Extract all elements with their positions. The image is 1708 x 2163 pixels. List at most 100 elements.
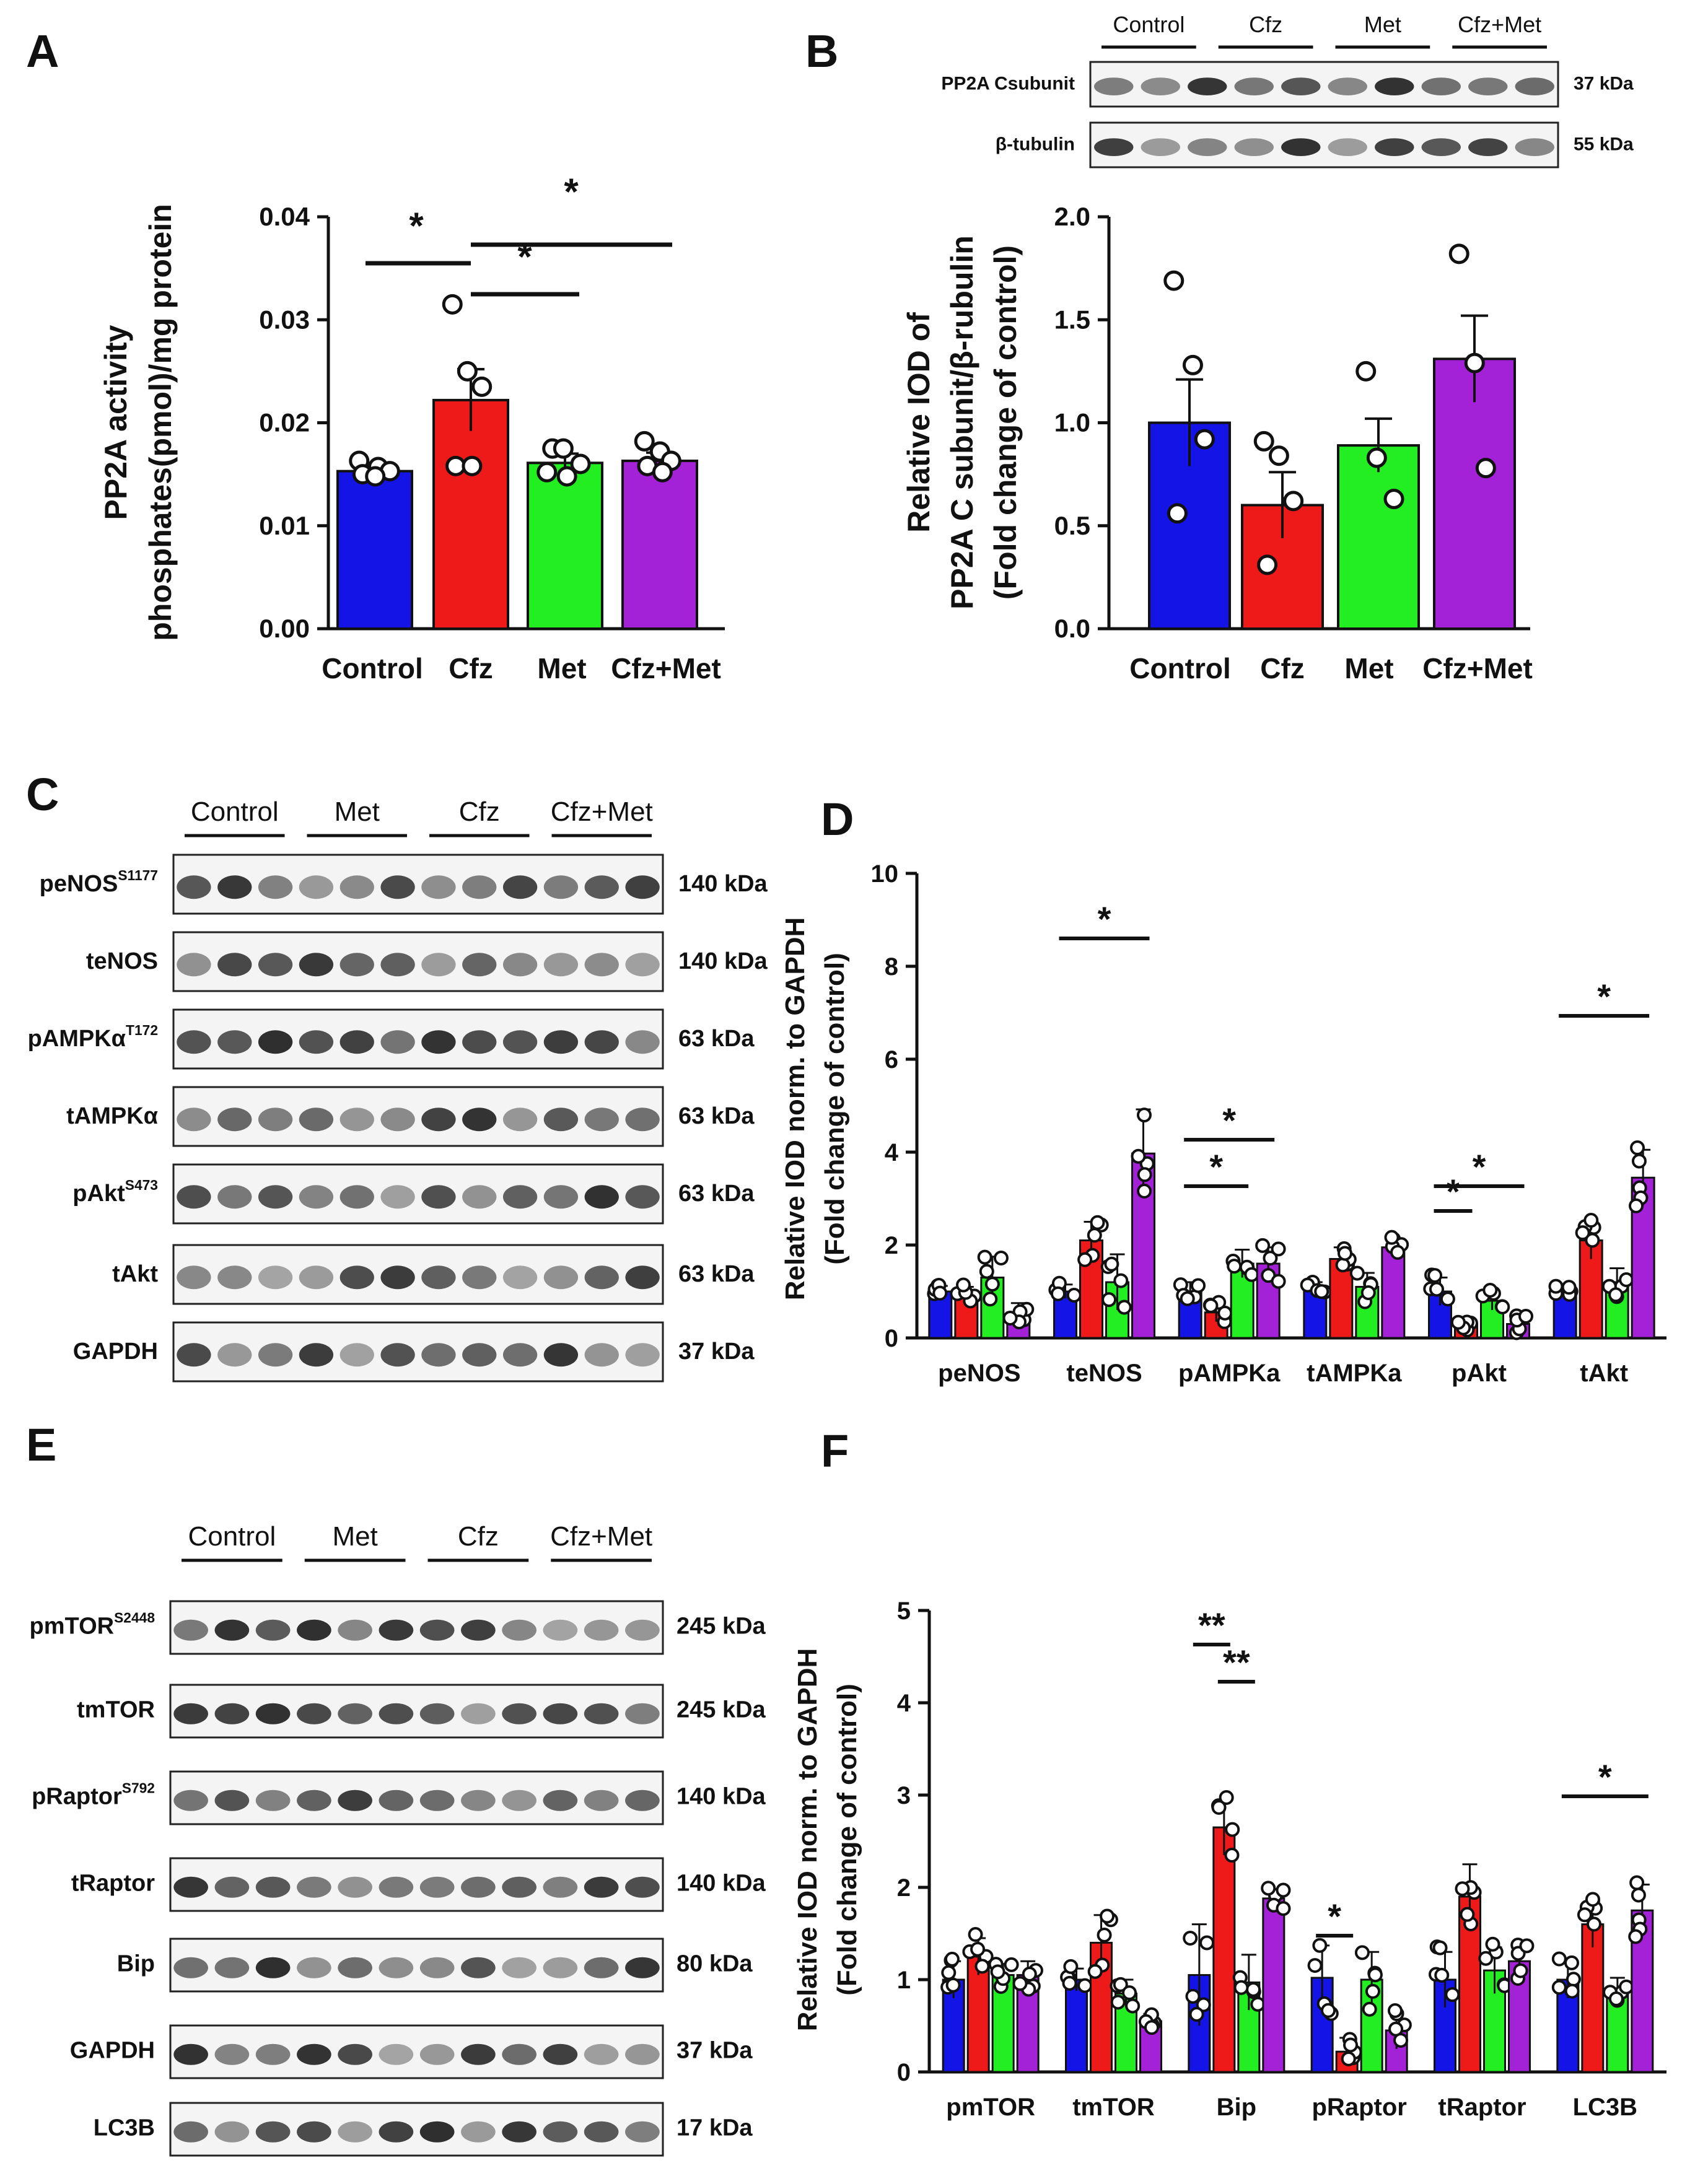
bar-cfzmet [1433,357,1516,630]
data-point [1548,1278,1564,1294]
y-tick-label: 4 [897,1690,911,1717]
blot-band [379,2043,414,2065]
blot-band [543,1265,579,1290]
blot-row-takt: tAkt 63 kDa [112,1244,755,1305]
data-point [1577,1907,1592,1923]
data-point [1257,554,1278,575]
blot-row-gapdh: GAPDH 37 kDa [70,2024,753,2079]
bar-cfz [432,398,509,630]
blot-band [543,2043,578,2065]
blot-row-label: GAPDH [70,2038,155,2064]
data-point [941,1965,957,1980]
blot-row-label: teNOS [86,948,158,974]
blot-membrane [169,2024,664,2079]
y-tick-label: 0 [897,2059,911,2086]
data-point [1519,1938,1535,1954]
blot-membrane [169,1684,664,1739]
blot-group-label: Control [1113,12,1185,37]
data-point [1219,1789,1234,1805]
data-point [1077,1252,1093,1267]
blot-band [338,1703,372,1724]
data-point [570,453,591,474]
blot-membrane [169,2102,664,2157]
blot-kda-label: 245 kDa [677,1614,766,1640]
blot-row-label: peNOSS1177 [40,867,158,897]
blot-group-label: Cfz+Met [550,1521,652,1552]
blot-band [214,2121,250,2143]
blot-band [584,1789,619,1811]
data-point [1022,1966,1037,1982]
significance-star: * [1098,899,1111,938]
blot-band [625,2121,660,2143]
blot-band [255,1876,291,1898]
blot-band [339,1265,374,1290]
x-tick-label: Met [537,652,586,684]
blot-band [258,953,293,977]
data-point [1113,1273,1129,1288]
x-tick-label: Bip [1217,2094,1256,2121]
data-point [1217,1305,1233,1321]
y-tick-label: 2 [897,1874,911,1902]
blot-band [584,1343,619,1367]
data-point [1629,1875,1645,1890]
blot-band [338,1789,372,1811]
blot-kda-label: 140 kDa [677,1784,766,1810]
data-point [1583,1213,1599,1228]
data-point [1349,1265,1365,1281]
y-axis-label: Relative IOD norm. to GAPDH [780,917,810,1301]
blot-band [380,875,415,899]
data-point [1464,352,1485,374]
data-point [1450,1314,1466,1330]
x-tick-label: tRaptor [1438,2094,1526,2121]
blot-kda-label: 37 kDa [677,2038,753,2064]
blot-band [502,1108,538,1132]
blot-band [543,1876,578,1898]
blot-band [1328,138,1367,157]
blot-band [255,1619,291,1641]
data-point [1455,1881,1470,1897]
blot-band [214,1789,250,1811]
blot-band [214,1957,250,1978]
blot-membrane [169,1770,664,1825]
data-point [1191,1278,1206,1293]
blot-band [1375,138,1414,157]
data-point [977,1249,992,1265]
blot-row-pp2acsubunit: PP2A Csubunit 37 kDa [941,61,1634,108]
data-point [1122,1985,1137,2001]
blot-band [502,1343,538,1367]
blot-group-label: Met [1364,12,1401,37]
significance-star: * [1328,1897,1341,1936]
blot-band [255,2121,291,2143]
blot-row-pmtor: pmTORS2448 245 kDa [30,1600,766,1655]
x-tick-label: Cfz+Met [1422,652,1533,684]
data-point [365,466,386,487]
data-point [1276,1901,1291,1916]
data-point [1283,491,1304,512]
data-point [1434,1967,1450,1983]
y-axis-label: Relative IOD norm. to GAPDH [792,1648,823,2032]
y-tick-label: 0.02 [259,408,310,437]
data-point [462,455,483,476]
data-point [1337,1246,1352,1261]
data-point [1271,1274,1286,1289]
data-point [1050,1286,1066,1301]
blot-band [625,875,660,899]
data-point [1199,1935,1215,1951]
data-point [1261,1881,1276,1896]
blot-band [1375,77,1414,95]
data-point [1513,1963,1528,1978]
data-point [983,1291,998,1307]
x-tick-label: tAMPKa [1307,1360,1402,1387]
blot-group-label: Control [188,1521,276,1552]
blot-band [502,1619,536,1641]
blot-row-bip: Bip 80 kDa [117,1938,753,1993]
blot-band [625,1030,660,1054]
blot-band [625,1703,660,1724]
blot-band [177,1185,211,1209]
blot-band [625,1108,660,1132]
blot-band [419,2043,455,2065]
blot-row-lc3b: LC3B 17 kDa [94,2102,753,2157]
blot-band [584,2121,619,2143]
data-point [1384,1230,1399,1245]
